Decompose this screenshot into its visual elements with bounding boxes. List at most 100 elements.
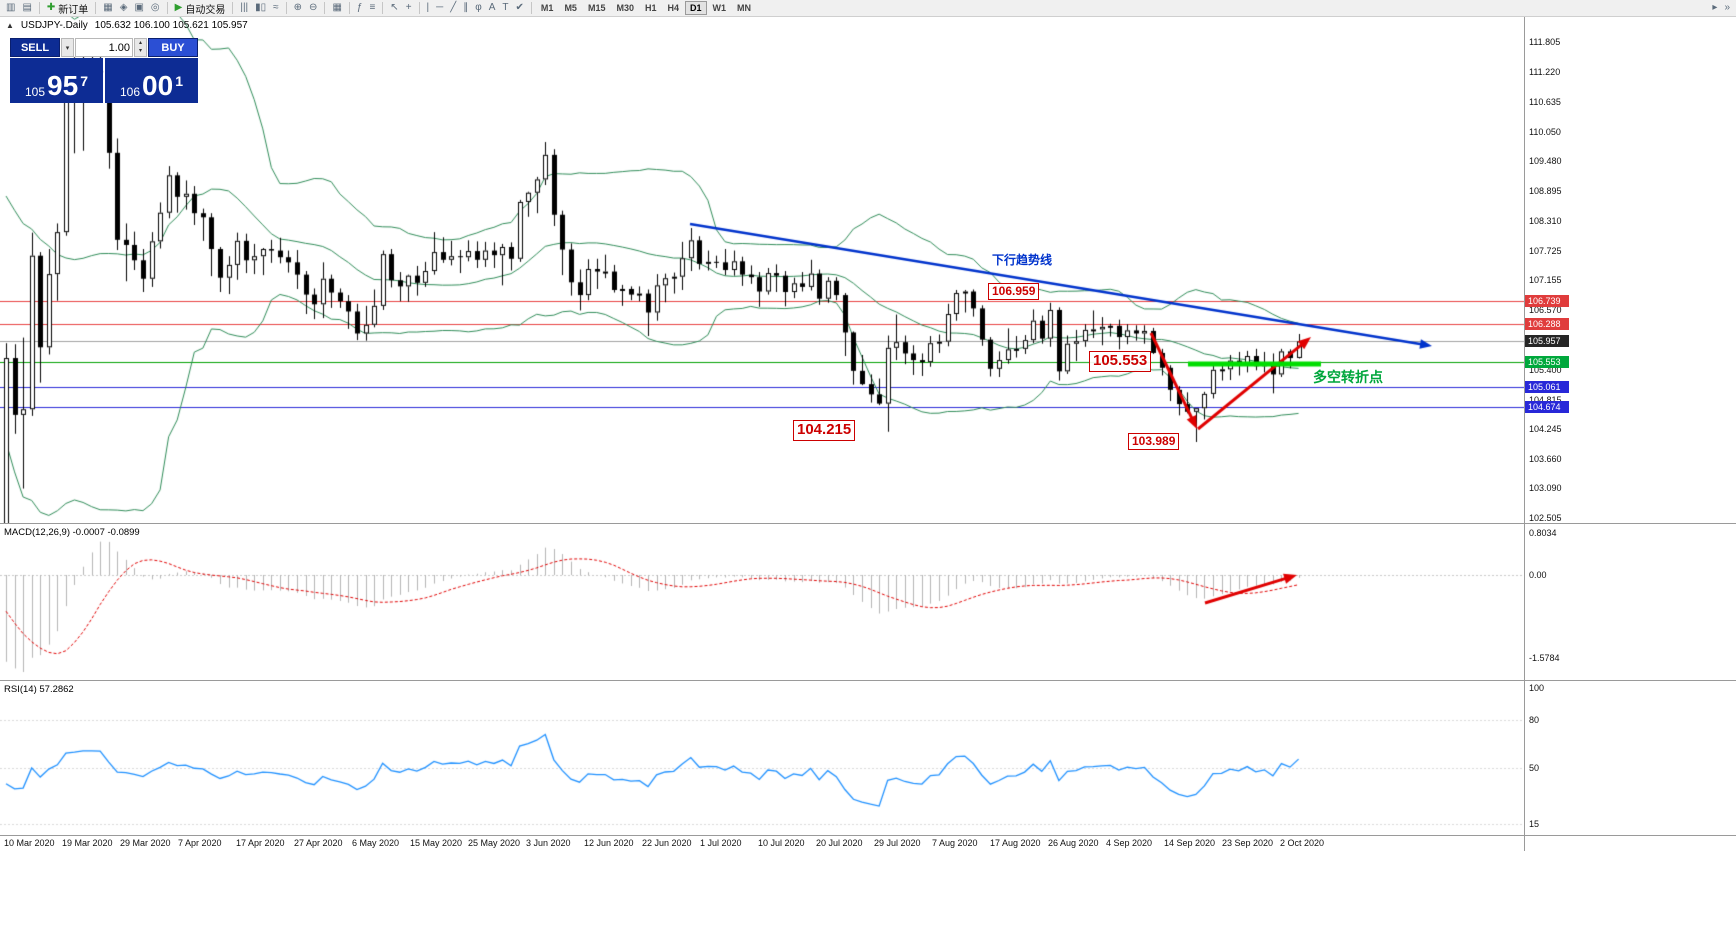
date-label: 4 Sep 2020 <box>1106 838 1153 848</box>
auto-scroll-button[interactable]: ▸ <box>1709 1 1720 16</box>
macd-label: MACD(12,26,9) -0.0007 -0.0899 <box>4 527 140 538</box>
text-icon: A <box>488 2 496 13</box>
arrows-button[interactable]: ✔ <box>513 1 527 16</box>
timeframe-mn-button[interactable]: MN <box>732 1 756 15</box>
timeframe-m15-button[interactable]: M15 <box>583 1 611 15</box>
toolbar-separator <box>38 2 40 14</box>
rsi-scale-label: 100 <box>1529 683 1545 693</box>
lot-size-input[interactable] <box>75 38 133 57</box>
toolbar-separator <box>348 2 350 14</box>
toolbar-separator <box>418 2 420 14</box>
one-click-trading-panel: SELL ▾ ▴ ▾ BUY 105 95 7 106 00 1 <box>10 38 198 103</box>
equidistant-channel-button[interactable]: ∥ <box>460 1 471 16</box>
navigator-icon: ◈ <box>119 2 128 13</box>
timeframe-m30-button[interactable]: M30 <box>611 1 639 15</box>
macd-scale-label: 0.8034 <box>1529 528 1557 538</box>
buy-button[interactable]: BUY <box>148 38 198 57</box>
auto-scroll-icon: ▸ <box>1712 2 1718 13</box>
sell-button[interactable]: SELL <box>10 38 60 57</box>
vertical-line-button[interactable]: | <box>424 1 433 16</box>
toolbar-separator <box>530 2 532 14</box>
price-scale-label: 107.155 <box>1529 275 1562 285</box>
new-chart-icon: ▥ <box>6 2 16 13</box>
profiles-icon: ▤ <box>22 2 32 13</box>
sell-price-display[interactable]: 105 95 7 <box>10 58 103 103</box>
new-order-icon: ✚ <box>46 2 56 13</box>
date-label: 7 Apr 2020 <box>178 838 222 848</box>
macd-scale-label: 0.00 <box>1529 570 1547 580</box>
horizontal-line-button[interactable]: ─ <box>433 1 446 16</box>
rsi-scale-label: 80 <box>1529 715 1540 725</box>
timeframe-d1-button[interactable]: D1 <box>685 1 707 15</box>
lot-decrement-button[interactable]: ▾ <box>138 48 142 54</box>
bar-chart-button[interactable]: ||| <box>237 1 251 16</box>
text-button[interactable]: A <box>486 1 499 16</box>
timeframe-w1-button[interactable]: W1 <box>708 1 732 15</box>
market-watch-button[interactable]: ▦ <box>100 1 115 16</box>
price-scale-label: 108.310 <box>1529 215 1562 226</box>
chart-ohlc-values: 105.632 106.100 105.621 105.957 <box>94 20 248 31</box>
rsi-indicator-canvas[interactable] <box>0 681 1524 835</box>
new-order-button[interactable]: ✚ 新订单 <box>44 1 91 16</box>
cursor-button[interactable]: ↖ <box>387 1 401 16</box>
timeframe-h1-button[interactable]: H1 <box>640 1 662 15</box>
toolbar-separator <box>232 2 234 14</box>
candlestick-chart-icon: ▮▯ <box>255 2 267 13</box>
vertical-line-icon: | <box>426 2 430 13</box>
date-label: 19 Mar 2020 <box>62 838 113 848</box>
date-label: 17 Aug 2020 <box>990 838 1041 848</box>
crosshair-button[interactable]: + <box>403 1 415 16</box>
price-scale-label: 106.570 <box>1529 304 1562 315</box>
price-axis[interactable]: 111.805 111.220 110.635 110.050 109.480 108.8… <box>1525 0 1736 946</box>
profiles-button[interactable]: ▤ <box>19 1 34 16</box>
price-chart-canvas[interactable] <box>0 17 1524 523</box>
chart-symbol: USDJPY-.Daily <box>20 20 88 31</box>
new-chart-button[interactable]: ▥ <box>3 1 18 16</box>
toolbar-separator <box>95 2 97 14</box>
toolbar-separator <box>285 2 287 14</box>
date-label: 23 Sep 2020 <box>1222 838 1274 848</box>
fibonacci-button[interactable]: φ <box>472 1 484 16</box>
date-label: 14 Sep 2020 <box>1164 838 1216 848</box>
tile-windows-button[interactable]: ▦ <box>329 1 344 16</box>
zoom-in-button[interactable]: ⊕ <box>291 1 305 16</box>
chart-shift-button[interactable]: » <box>1721 1 1733 16</box>
strategy-tester-icon: ◎ <box>150 2 160 13</box>
macd-indicator-name: MACD(12,26,9) <box>4 527 70 538</box>
macd-panel-separator[interactable] <box>0 523 1736 524</box>
strategy-tester-button[interactable]: ◎ <box>148 1 163 16</box>
main-toolbar: ▥ ▤ ✚ 新订单 ▦ ◈ ▣ ◎ ▶ 自动交易 ||| ▮▯ ≈ ⊕ ⊖ ▦ ƒ ≡ ↖ + | ─ ╱ ∥ φ A T ✔ M1 M5… <box>0 0 1736 17</box>
autotrading-button[interactable]: ▶ 自动交易 <box>172 1 229 16</box>
toolbar-left-group: ▥ ▤ ✚ 新订单 ▦ ◈ ▣ ◎ ▶ 自动交易 ||| ▮▯ ≈ ⊕ ⊖ ▦ ƒ ≡ ↖ + | ─ ╱ ∥ φ A T ✔ M1 M5… <box>3 1 1709 16</box>
date-label: 3 Jun 2020 <box>526 838 571 848</box>
terminal-button[interactable]: ▣ <box>131 1 146 16</box>
candlestick-chart-button[interactable]: ▮▯ <box>252 1 269 16</box>
line-chart-button[interactable]: ≈ <box>270 1 282 16</box>
timeframe-m1-button[interactable]: M1 <box>536 1 559 15</box>
date-label: 1 Jul 2020 <box>700 838 742 848</box>
timeframe-m5-button[interactable]: M5 <box>559 1 582 15</box>
date-label: 15 May 2020 <box>410 838 463 848</box>
new-order-button-label: 新订单 <box>58 4 89 16</box>
rsi-panel-separator[interactable] <box>0 680 1736 681</box>
trendline-button[interactable]: ╱ <box>447 1 459 16</box>
macd-indicator-canvas[interactable] <box>0 524 1524 680</box>
indicators-icon: ƒ <box>356 2 363 13</box>
date-label: 10 Mar 2020 <box>4 838 55 848</box>
lot-increment-button[interactable]: ▴ <box>138 40 142 46</box>
indicator-list-button[interactable]: ≡ <box>366 1 378 16</box>
date-label: 7 Aug 2020 <box>932 838 978 848</box>
buy-price-display[interactable]: 106 00 1 <box>105 58 198 103</box>
lot-dropdown-button[interactable]: ▾ <box>61 38 74 57</box>
date-label: 6 May 2020 <box>352 838 400 848</box>
text-label-button[interactable]: T <box>499 1 511 16</box>
rsi-label: RSI(14) 57.2862 <box>4 684 74 695</box>
one-click-collapse-icon[interactable]: ▲ <box>6 21 14 30</box>
zoom-out-button[interactable]: ⊖ <box>306 1 320 16</box>
navigator-button[interactable]: ◈ <box>117 1 131 16</box>
timeframe-h4-button[interactable]: H4 <box>663 1 685 15</box>
indicators-button[interactable]: ƒ <box>354 1 366 16</box>
macd-indicator-values: -0.0007 -0.0899 <box>72 527 140 538</box>
date-label: 22 Jun 2020 <box>642 838 692 848</box>
